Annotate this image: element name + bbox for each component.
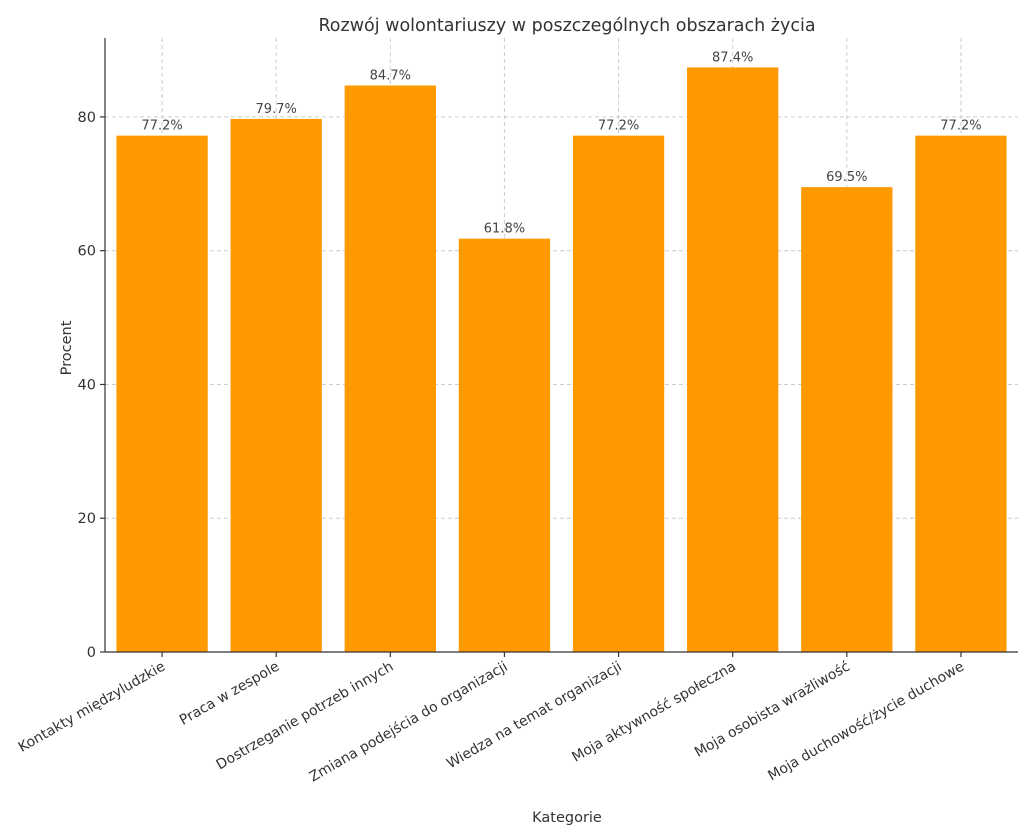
axes [104,38,1018,653]
data-label: 77.2% [598,119,639,134]
data-label: 69.5% [826,170,867,185]
x-tick-label: Zmiana podejścia do organizacji [307,659,511,786]
x-tick-label: Praca w zespole [177,659,282,729]
data-label: 84.7% [370,68,411,83]
bar [230,118,322,652]
y-tick-label: 20 [78,511,96,527]
chart-title: Rozwój wolontariuszy w poszczególnych ob… [318,16,815,36]
data-label: 77.2% [940,119,981,134]
bar [344,85,436,652]
y-tick-label: 40 [78,377,96,393]
x-tick-label: Dostrzeganie potrzeb innych [214,659,397,774]
data-label: 77.2% [141,119,182,134]
y-tick-label: 80 [78,110,96,126]
bar [687,67,779,652]
bars [116,67,1007,652]
data-label: 87.4% [712,50,753,65]
data-labels: 77.2% 79.7% 84.7% 61.8% 77.2% 87.4% 69.5% 77.2% [141,50,981,236]
bar [801,187,893,652]
x-tick-label: Moja duchowość/życie duchowe [765,659,967,785]
data-label: 61.8% [484,222,525,237]
bar [116,135,208,652]
y-axis-label: Procent [59,320,75,375]
x-axis-label: Kategorie [532,810,602,826]
y-tick-label: 0 [87,645,96,661]
y-ticks: 0 20 40 60 80 [78,110,105,661]
y-tick-label: 60 [78,244,96,260]
x-tick-label: Kontakty międzyludzkie [16,659,168,756]
bar [458,238,551,652]
bar [572,135,665,652]
x-ticks: Kontakty międzyludzkie Praca w zespoleDos… [16,652,967,785]
data-label: 79.7% [256,102,297,117]
bar [915,135,1007,652]
